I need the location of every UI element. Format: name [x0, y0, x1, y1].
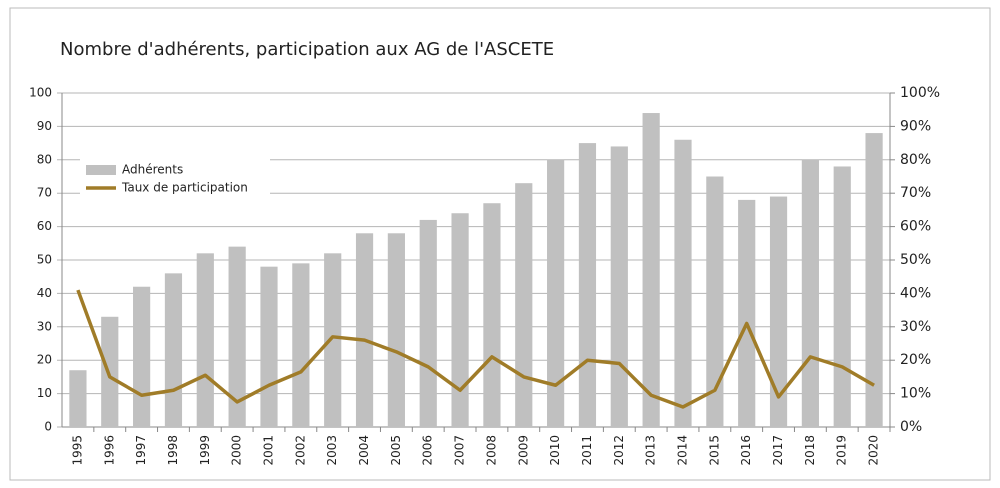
legend-label: Taux de participation: [121, 181, 248, 195]
legend-label: Adhérents: [122, 163, 183, 177]
y2-tick-label: 70%: [900, 185, 931, 201]
bar: [228, 246, 246, 427]
y-tick-label: 10: [37, 386, 52, 400]
bar: [292, 263, 310, 427]
bar: [451, 213, 469, 427]
y-tick-label: 100: [29, 86, 52, 100]
y2-tick-label: 10%: [900, 386, 931, 402]
x-tick-label: 2013: [644, 435, 658, 466]
y-tick-label: 40: [37, 286, 52, 300]
x-tick-label: 2018: [803, 435, 817, 466]
x-tick-label: 2003: [325, 435, 339, 466]
y2-tick-label: 30%: [900, 319, 931, 335]
y2-tick-label: 90%: [900, 118, 931, 134]
x-tick-label: 2006: [421, 435, 435, 466]
bar: [642, 113, 660, 427]
x-tick-label: 2014: [676, 435, 690, 466]
y2-tick-label: 20%: [900, 352, 931, 368]
x-tick-label: 2002: [293, 435, 307, 466]
line: [76, 289, 875, 409]
x-tick-label: 2019: [835, 435, 849, 466]
bar: [578, 143, 597, 427]
bar: [547, 159, 565, 428]
bar: [483, 203, 501, 427]
x-tick-label: 2016: [739, 435, 753, 466]
bar: [515, 183, 533, 427]
bar: [801, 159, 819, 428]
y-tick-label: 60: [37, 219, 52, 233]
y-tick-label: 80: [37, 152, 52, 166]
x-tick-label: 2011: [580, 435, 594, 466]
y-tick-label: 70: [37, 186, 52, 200]
y2-tick-label: 0%: [900, 419, 922, 435]
bar: [769, 196, 788, 427]
y2-tick-label: 40%: [900, 285, 931, 301]
x-tick-label: 2012: [612, 435, 626, 466]
bar: [865, 133, 883, 427]
x-tick-label: 2010: [548, 435, 562, 466]
legend-swatch: [86, 165, 116, 175]
bar: [69, 370, 87, 427]
x-tick-label: 2004: [357, 435, 371, 466]
bar: [419, 219, 437, 427]
x-tick-label: 2007: [453, 435, 467, 466]
x-tick-label: 2009: [516, 435, 530, 466]
y2-tick-label: 100%: [900, 85, 940, 101]
x-tick-label: 2005: [389, 435, 403, 466]
bar: [610, 146, 628, 427]
x-tick-label: 2017: [771, 435, 785, 466]
y-tick-label: 30: [37, 319, 52, 333]
y-tick-label: 20: [37, 353, 52, 367]
x-tick-label: 2020: [867, 435, 881, 466]
bar: [355, 233, 374, 427]
x-tick-label: 1998: [166, 435, 180, 466]
bar: [164, 273, 183, 427]
y-tick-label: 0: [44, 420, 52, 434]
x-tick-label: 2000: [230, 435, 244, 466]
y2-tick-label: 80%: [900, 152, 931, 168]
x-tick-label: 1997: [134, 435, 148, 466]
chart-title: Nombre d'adhérents, participation aux AG…: [60, 39, 554, 60]
y2-tick-label: 50%: [900, 252, 931, 268]
y-tick-label: 90: [37, 119, 52, 133]
bar: [387, 233, 405, 427]
legend-box: [80, 158, 270, 198]
bar: [260, 266, 278, 427]
bar: [706, 176, 724, 427]
bar: [133, 286, 151, 427]
bar: [738, 199, 756, 427]
bar: [674, 139, 692, 427]
x-tick-label: 2008: [484, 435, 498, 466]
y2-tick-label: 60%: [900, 219, 931, 235]
bar: [196, 253, 214, 427]
bar: [324, 253, 342, 427]
x-tick-label: 1999: [198, 435, 212, 466]
x-tick-label: 2015: [707, 435, 721, 466]
x-tick-label: 1995: [70, 435, 84, 466]
bar: [833, 166, 851, 428]
x-tick-label: 2001: [262, 435, 276, 466]
x-tick-label: 1996: [102, 435, 116, 466]
y-tick-label: 50: [37, 253, 52, 267]
